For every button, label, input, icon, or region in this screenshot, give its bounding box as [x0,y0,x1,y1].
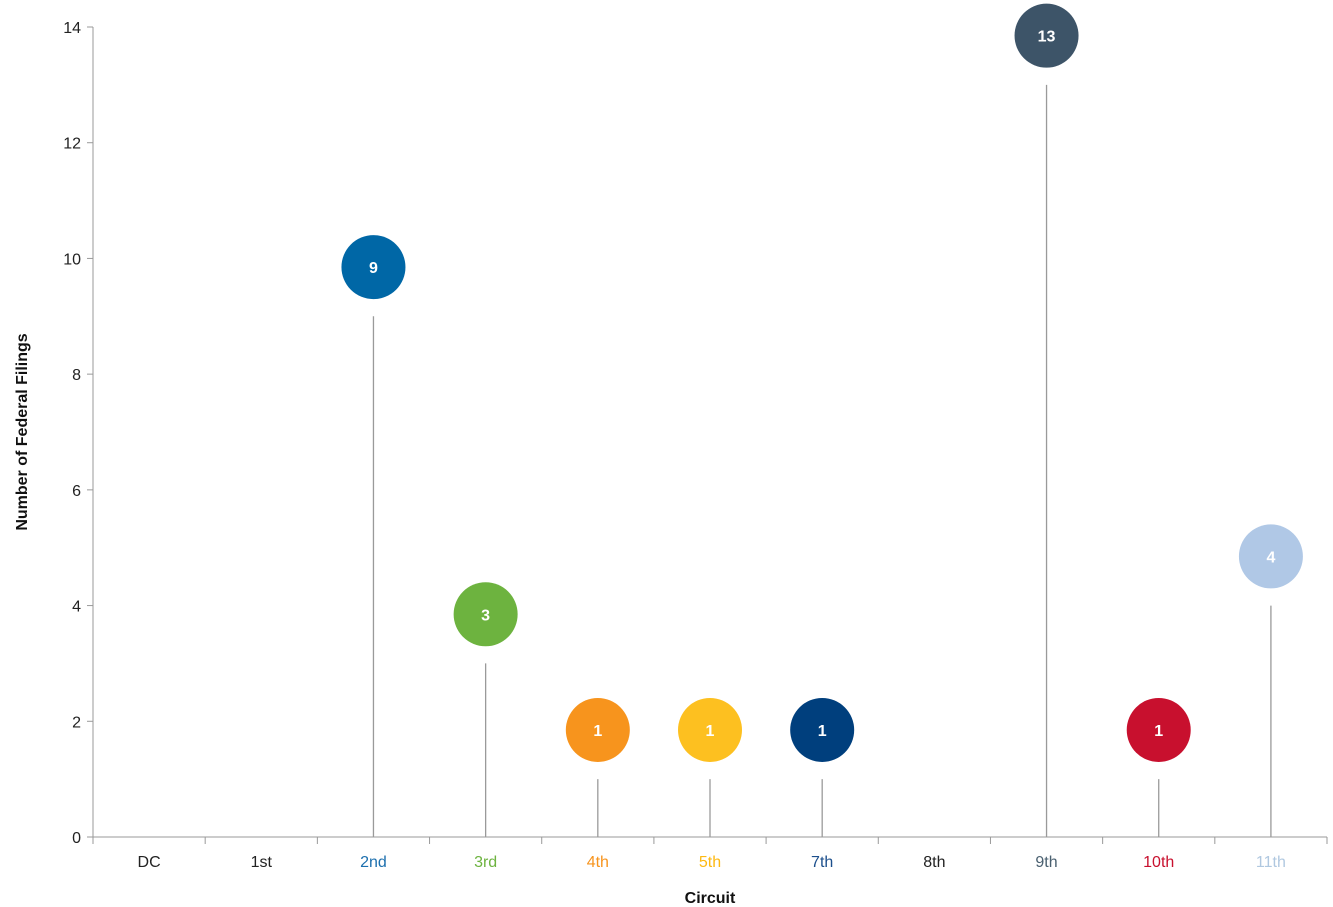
x-tick-label-9th: 9th [1035,854,1057,871]
y-tick-label: 8 [72,367,81,384]
y-tick-label: 14 [63,20,81,37]
bubble-9th [1014,3,1079,68]
bubble-7th [790,697,855,762]
data-label-5th: 1 [706,723,715,740]
x-axis-title: Circuit [685,890,736,907]
data-label-10th: 1 [1154,723,1163,740]
x-tick-label-1st: 1st [251,854,273,871]
stems [372,84,1272,837]
bubble-5th [678,697,742,762]
x-tick-label-8th: 8th [923,854,945,871]
data-label-3rd: 3 [481,607,490,624]
x-tick-label-7th: 7th [811,854,833,871]
x-axis: DC 1st 2nd 3rd 4th 5th 7th 8th 9th 10th 11th [92,836,1328,871]
data-label-2nd: 9 [369,260,378,277]
data-label-9th: 13 [1038,29,1056,46]
y-tick-label: 0 [72,830,81,847]
y-axis: 0 2 4 6 8 10 12 14 [63,20,94,847]
y-tick-label: 10 [63,251,81,268]
x-tick-label-3rd: 3rd [474,854,497,871]
y-tick-label: 12 [63,136,81,153]
y-tick-label: 6 [72,483,81,500]
y-axis-title: Number of Federal Filings [14,333,31,530]
bubble-2nd [341,235,406,300]
x-tick-label-10th: 10th [1143,854,1174,871]
bubbles: 9 3 1 1 1 13 1 4 [341,3,1303,762]
y-tick-label: 4 [72,599,81,616]
bubble-11th [1238,524,1303,589]
bubble-10th [1126,697,1191,762]
bubble-3rd [453,582,518,647]
x-tick-label-DC: DC [138,854,161,871]
x-tick-label-5th: 5th [699,854,721,871]
y-tick-label: 2 [72,714,81,731]
bubble-4th [565,697,630,762]
data-label-11th: 4 [1266,549,1275,566]
x-tick-label-11th: 11th [1256,854,1286,871]
x-tick-label-2nd: 2nd [360,854,387,871]
data-label-7th: 1 [818,723,827,740]
data-label-4th: 1 [593,723,602,740]
x-tick-label-4th: 4th [587,854,609,871]
